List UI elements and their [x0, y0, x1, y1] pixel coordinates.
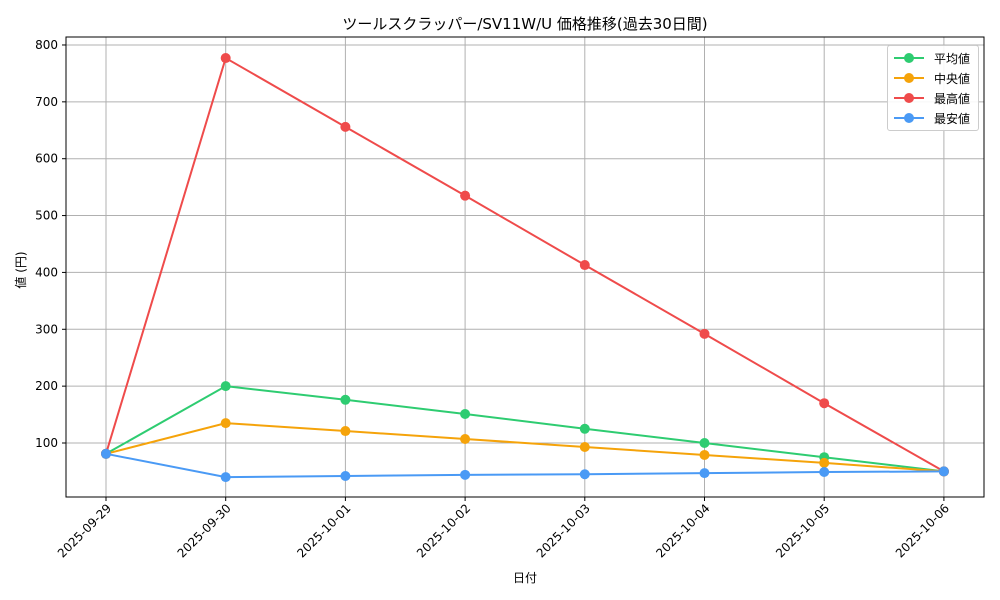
- x-tick-label: 2025-10-02: [414, 501, 473, 560]
- legend-marker-icon: [894, 73, 924, 83]
- data-point: [460, 409, 471, 420]
- x-tick-label: 2025-10-03: [534, 501, 593, 560]
- legend-marker-icon: [894, 93, 924, 103]
- y-tick-label: 300: [35, 322, 58, 336]
- x-tick-label: 2025-09-30: [175, 501, 234, 560]
- data-point: [699, 328, 710, 339]
- legend-marker-icon: [894, 113, 924, 123]
- y-tick-label: 500: [35, 209, 58, 223]
- legend-marker-icon: [894, 53, 924, 63]
- data-point: [340, 470, 351, 481]
- data-point: [220, 381, 231, 392]
- data-point: [579, 469, 590, 480]
- y-tick-label: 100: [35, 436, 58, 450]
- data-point: [340, 426, 351, 437]
- y-tick-label: 700: [35, 95, 58, 109]
- data-point: [460, 469, 471, 480]
- data-point: [101, 448, 111, 459]
- x-axis-label: 日付: [513, 571, 537, 585]
- y-tick-label: 200: [35, 379, 58, 393]
- data-point: [579, 260, 590, 271]
- y-axis: 100 200 300 400 500 600 700 800: [35, 38, 66, 450]
- legend: 平均値 中央値 最高値 最安値: [887, 45, 979, 131]
- data-point: [699, 438, 710, 448]
- data-point: [220, 53, 231, 64]
- series-最安値: [101, 448, 949, 483]
- x-tick-label: 2025-09-29: [55, 501, 114, 560]
- plot-area-frame: [65, 36, 985, 498]
- data-point: [220, 472, 231, 483]
- data-point: [579, 441, 590, 452]
- legend-item-average: 平均値: [888, 48, 978, 68]
- x-tick-label: 2025-10-04: [653, 501, 712, 560]
- y-axis-label: 値 (円): [13, 251, 28, 288]
- x-tick-label: 2025-10-01: [294, 501, 353, 560]
- legend-item-min: 最安値: [888, 108, 978, 128]
- data-point: [819, 457, 830, 468]
- y-tick-label: 600: [35, 152, 58, 166]
- legend-label: 平均値: [934, 51, 971, 66]
- series-最高値: [101, 53, 949, 477]
- data-point: [819, 398, 830, 409]
- x-tick-label: 2025-10-05: [773, 501, 832, 560]
- series-lines: [101, 53, 949, 483]
- data-point: [579, 423, 590, 434]
- y-tick-label: 800: [35, 38, 58, 52]
- x-axis: 2025-09-29 2025-09-30 2025-10-01 2025-10-02…: [55, 497, 952, 560]
- data-point: [340, 121, 351, 132]
- x-tick-label: 2025-10-06: [893, 501, 952, 560]
- data-point: [699, 468, 710, 479]
- data-point: [699, 449, 710, 460]
- legend-label: 中央値: [934, 71, 971, 86]
- data-point: [460, 434, 471, 445]
- series-中央値: [101, 418, 949, 477]
- data-point: [819, 466, 830, 477]
- legend-item-median: 中央値: [888, 68, 978, 88]
- data-point: [340, 394, 351, 405]
- data-point: [220, 418, 231, 429]
- data-point: [938, 466, 949, 477]
- chart-title: ツールスクラッパー/SV11W/U 価格推移(過去30日間): [342, 15, 707, 33]
- legend-label: 最安値: [934, 111, 971, 126]
- legend-label: 最高値: [934, 91, 971, 106]
- y-tick-label: 400: [35, 265, 58, 279]
- data-point: [460, 190, 471, 201]
- legend-item-max: 最高値: [888, 88, 978, 108]
